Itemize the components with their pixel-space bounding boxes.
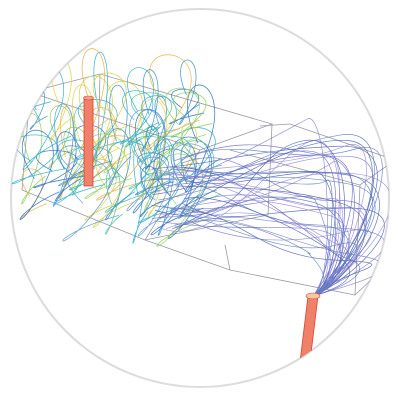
streamline [19, 129, 60, 220]
pipes [83, 95, 321, 363]
inlet-pipe [83, 97, 94, 187]
right-box-top [229, 123, 389, 186]
streamline [68, 146, 121, 191]
streamline [175, 199, 350, 297]
streamline [180, 123, 200, 175]
streamline [154, 118, 328, 297]
outlet-cap [305, 292, 321, 300]
streamline [185, 84, 221, 193]
streamline [137, 156, 176, 237]
streamline [71, 124, 113, 178]
streamline [151, 196, 331, 297]
streamline [138, 98, 173, 201]
streamline [138, 95, 184, 163]
streamline [119, 90, 160, 145]
streamline [166, 212, 329, 297]
streamline [139, 165, 162, 218]
streamline [170, 92, 213, 138]
streamline [179, 59, 200, 125]
streamline [155, 144, 367, 297]
left-box-side [21, 91, 201, 241]
streamline [125, 67, 160, 148]
streamline [181, 157, 368, 297]
right-box-edge [224, 244, 231, 271]
streamline [134, 152, 175, 196]
streamline [105, 168, 123, 235]
streamline [144, 124, 162, 212]
streamline [186, 219, 372, 297]
streamline [152, 150, 337, 297]
streamline [138, 172, 186, 224]
streamline [162, 87, 207, 156]
streamline [96, 135, 151, 201]
streamline [75, 99, 125, 160]
streamline [48, 105, 75, 169]
streamline [184, 197, 351, 297]
streamline [105, 128, 136, 221]
streamline [153, 96, 169, 150]
streamline [141, 69, 162, 152]
streamline [178, 172, 389, 297]
left-box-edge [97, 73, 101, 151]
streamline [175, 185, 366, 297]
streamline [165, 176, 376, 297]
streamline [80, 48, 110, 151]
streamline [52, 103, 78, 207]
streamline [167, 136, 220, 239]
inlet-cap [83, 95, 94, 101]
streamline [76, 75, 120, 181]
streamline [58, 145, 91, 187]
streamline [150, 168, 350, 297]
streamline [178, 140, 221, 219]
right-box-back [354, 159, 389, 296]
right-box-side [144, 184, 361, 296]
streamline [146, 54, 200, 151]
